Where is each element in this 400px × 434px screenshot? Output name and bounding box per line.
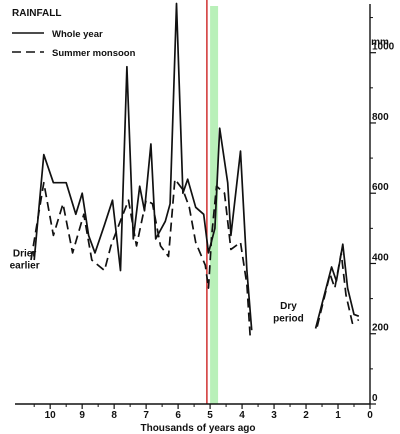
annotation-period: period xyxy=(273,313,304,324)
y-tick-label: 0 xyxy=(372,393,378,404)
x-tick-label: 2 xyxy=(303,410,309,421)
x-tick-label: 9 xyxy=(79,410,85,421)
legend-label-whole-year: Whole year xyxy=(52,29,103,40)
x-tick-label: 5 xyxy=(207,410,213,421)
x-tick-label: 3 xyxy=(271,410,277,421)
x-tick-label: 8 xyxy=(111,410,117,421)
y-tick-label: 800 xyxy=(372,112,389,123)
highlight-layer xyxy=(206,0,219,404)
annotation-earlier: earlier xyxy=(10,261,40,272)
y-axis-unit-label: mm xyxy=(371,37,389,48)
annotation-dry: Dry xyxy=(280,301,297,312)
x-tick-label: 0 xyxy=(367,410,373,421)
y-tick-label: 1000 xyxy=(372,42,395,53)
legend: Whole year Summer monsoon xyxy=(12,29,136,59)
series-layer xyxy=(30,2,360,336)
series-line-whole-year-segment-2 xyxy=(314,243,360,329)
series-line-summer-monsoon-segment-2 xyxy=(316,252,360,327)
highlight-band xyxy=(210,6,219,404)
x-tick-label: 7 xyxy=(143,410,149,421)
legend-label-summer-monsoon: Summer monsoon xyxy=(52,48,136,59)
y-tick-label: 400 xyxy=(372,252,389,263)
x-tick-label: 6 xyxy=(175,410,181,421)
x-tick-label: 1 xyxy=(335,410,341,421)
series-line-summer-monsoon-segment-1 xyxy=(30,178,251,336)
annotation-drier: Drier xyxy=(13,248,36,259)
chart-title: RAINFALL xyxy=(12,8,61,19)
y-tick-label: 200 xyxy=(372,323,389,334)
y-tick-label: 600 xyxy=(372,182,389,193)
x-tick-label: 10 xyxy=(45,410,57,421)
x-tick-label: 4 xyxy=(239,410,245,421)
series-line-whole-year-segment-1 xyxy=(33,2,253,331)
x-axis-title: Thousands of years ago xyxy=(140,423,255,434)
text-layer: RAINFALL Thousands of years ago mm Drier… xyxy=(10,8,389,434)
